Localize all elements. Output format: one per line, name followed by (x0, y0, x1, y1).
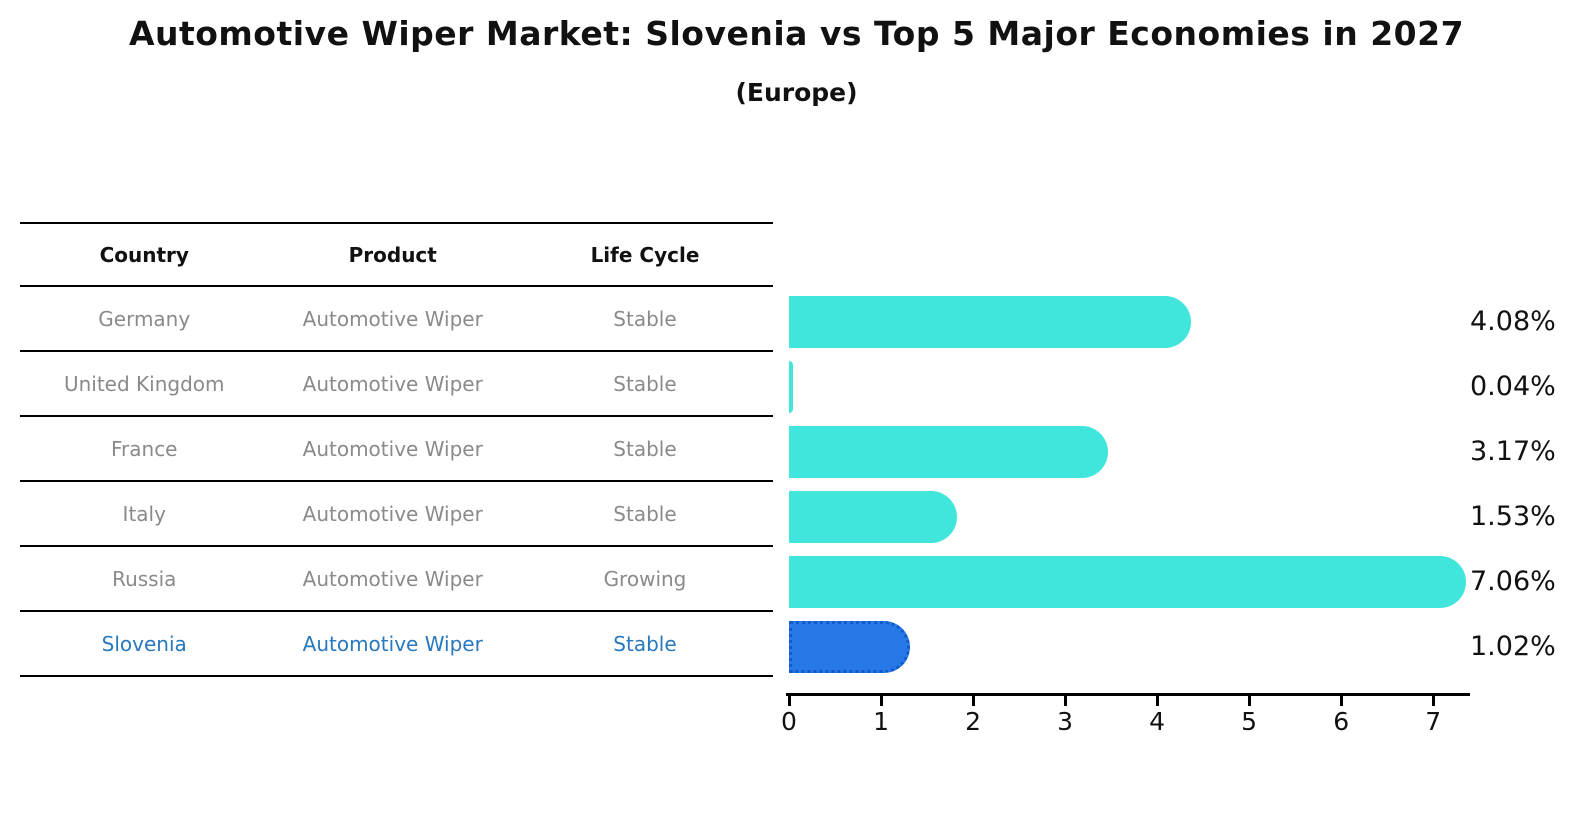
bar-value-label: 0.04% (1470, 371, 1556, 402)
table-row: Germany Automotive Wiper Stable (20, 287, 773, 352)
bar-value-label: 4.08% (1470, 306, 1556, 337)
life-cycle-cell: Stable (613, 306, 677, 331)
chart-title: Automotive Wiper Market: Slovenia vs Top… (128, 14, 1465, 53)
country-cell: Slovenia (101, 631, 187, 656)
bar-value-label: 3.17% (1470, 436, 1556, 467)
bar (789, 361, 793, 413)
country-cell: Italy (122, 501, 166, 526)
column-header-country: Country (99, 242, 189, 267)
x-axis: 0 1 2 3 4 5 6 7 (781, 693, 1489, 753)
bar-plot-area (789, 296, 1489, 696)
x-tick (1432, 696, 1436, 706)
country-cell: Russia (112, 566, 177, 591)
bar (789, 621, 910, 673)
product-cell: Automotive Wiper (302, 306, 483, 331)
life-cycle-cell: Stable (613, 631, 677, 656)
country-cell: Germany (98, 306, 191, 331)
bar (789, 426, 1108, 478)
product-cell: Automotive Wiper (302, 436, 483, 461)
x-tick (972, 696, 976, 706)
bar (789, 491, 957, 543)
life-cycle-cell: Stable (613, 501, 677, 526)
table-row: France Automotive Wiper Stable (20, 417, 773, 482)
x-tick-label: 7 (1425, 707, 1442, 736)
bar-value-label: 1.53% (1470, 501, 1556, 532)
x-tick-label: 0 (781, 707, 797, 736)
life-cycle-cell: Stable (613, 371, 677, 396)
table-row: Slovenia Automotive Wiper Stable (20, 612, 773, 677)
table-row: Italy Automotive Wiper Stable (20, 482, 773, 547)
table-row: Russia Automotive Wiper Growing (20, 547, 773, 612)
x-tick (1156, 696, 1160, 706)
x-tick (788, 696, 791, 706)
bar (789, 556, 1466, 608)
table-header-row: Country Product Life Cycle (20, 222, 773, 287)
table-row: United Kingdom Automotive Wiper Stable (20, 352, 773, 417)
x-tick-label: 5 (1241, 707, 1258, 736)
life-cycle-cell: Growing (603, 566, 687, 591)
product-cell: Automotive Wiper (302, 371, 483, 396)
x-tick-label: 4 (1149, 707, 1166, 736)
chart-subtitle: (Europe) (735, 78, 858, 107)
bar-value-label: 7.06% (1470, 566, 1556, 597)
column-header-product: Product (348, 242, 437, 267)
x-tick (1340, 696, 1344, 706)
column-header-life-cycle: Life Cycle (590, 242, 700, 267)
x-tick (880, 696, 884, 706)
product-cell: Automotive Wiper (302, 566, 483, 591)
country-cell: France (110, 436, 178, 461)
x-tick-label: 2 (965, 707, 981, 736)
x-axis-line (786, 693, 1470, 696)
life-cycle-cell: Stable (613, 436, 677, 461)
x-tick (1248, 696, 1252, 706)
bar (789, 296, 1192, 348)
country-table: Country Product Life Cycle Germany Autom… (20, 222, 773, 677)
product-cell: Automotive Wiper (302, 501, 483, 526)
x-tick-label: 1 (873, 707, 889, 736)
x-tick-label: 6 (1333, 707, 1350, 736)
x-tick (1064, 696, 1068, 706)
country-cell: United Kingdom (63, 371, 225, 396)
bar-value-label: 1.02% (1470, 631, 1556, 662)
product-cell: Automotive Wiper (302, 631, 483, 656)
x-tick-label: 3 (1057, 707, 1074, 736)
